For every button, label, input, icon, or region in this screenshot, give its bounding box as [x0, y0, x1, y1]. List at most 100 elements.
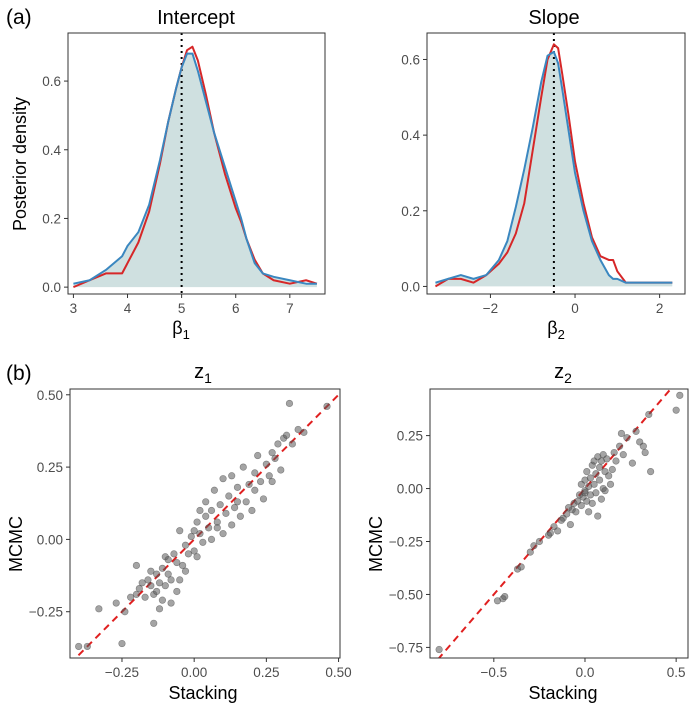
z1-frame	[69, 388, 341, 659]
z2-ytick-label-2: −0.25	[389, 535, 423, 550]
intercept-xtick-label-3: 6	[232, 301, 240, 316]
z1-point-33	[181, 541, 190, 549]
z1-point-24	[164, 570, 172, 578]
slope-xlabel-base: β	[547, 318, 557, 338]
z1-point-25	[167, 576, 175, 584]
z1-point-17	[155, 579, 164, 587]
z1-point-60	[239, 463, 247, 471]
z1-point-54	[225, 492, 233, 500]
z1-point-11	[144, 576, 152, 584]
intercept-density-panel: Intercept Posterior density β1 3 4 5 6 7 0.0 0…	[10, 7, 326, 342]
z1-point-64	[251, 469, 259, 477]
intercept-ytick-label-0: 0.0	[42, 280, 61, 295]
z2-ytick-label-1: −0.50	[389, 587, 423, 602]
z1-point-56	[228, 472, 236, 480]
z1-point-74	[277, 466, 285, 474]
intercept-xtick-label-1: 4	[124, 301, 132, 316]
z1-point-31	[179, 561, 187, 570]
z1-point-26	[167, 599, 175, 607]
z1-point-0	[75, 642, 83, 651]
z1-point-1	[83, 642, 91, 651]
z2-point-53	[616, 442, 624, 450]
z2-point-41	[597, 495, 605, 503]
z1-point-46	[207, 535, 216, 544]
z1-point-3	[112, 599, 120, 607]
z1-ytick-label-2: 0.25	[37, 460, 63, 475]
z2-ytick-label-3: 0.00	[397, 482, 423, 497]
z1-point-68	[259, 495, 268, 503]
intercept-xtick-label-0: 3	[70, 301, 78, 316]
z1-point-9	[138, 579, 146, 587]
slope-title: Slope	[528, 7, 579, 29]
z1-point-6	[127, 593, 135, 601]
z2-xtick-label-2: 0.5	[667, 665, 686, 680]
slope-ytick-label-2: 0.4	[401, 128, 420, 143]
z2-ytick-label-4: 0.25	[397, 429, 423, 444]
z1-point-79	[294, 425, 302, 434]
z2-point-57	[628, 459, 636, 467]
z2-point-40	[595, 463, 604, 471]
z2-point-58	[632, 427, 640, 435]
z1-point-41	[196, 506, 204, 515]
z1-point-39	[193, 518, 201, 526]
slope-ytick-label-3: 0.6	[401, 52, 420, 67]
slope-xlabel: β2	[547, 318, 565, 342]
z1-point-27	[170, 550, 178, 558]
z1-point-18	[155, 605, 164, 613]
z1-point-15	[153, 570, 161, 578]
z1-point-21	[161, 582, 169, 590]
intercept-xlabel: β1	[172, 318, 190, 342]
z1-point-44	[202, 498, 210, 506]
z2-point-63	[647, 468, 655, 476]
z1-point-13	[147, 567, 155, 575]
z2-title: z2	[554, 361, 572, 386]
z1-point-4	[118, 639, 126, 648]
z2-point-26	[583, 468, 591, 476]
z1-point-29	[173, 587, 181, 596]
z1-point-69	[262, 460, 270, 468]
z2-point-6	[526, 548, 534, 556]
z1-point-58	[233, 483, 242, 491]
z1-point-45	[205, 524, 213, 532]
z2-point-64	[672, 406, 680, 414]
z2-point-32	[588, 499, 596, 507]
z1-point-50	[216, 501, 224, 509]
z1-point-23	[164, 556, 172, 564]
z1-point-87	[150, 619, 158, 627]
z2-point-29	[586, 474, 595, 482]
panel-label-a: (a)	[6, 6, 32, 29]
z2-point-14	[566, 520, 574, 529]
slope-xtick-label-0: −2	[483, 301, 498, 316]
z2-point-54	[617, 429, 626, 438]
z2-point-67	[557, 516, 565, 524]
z2-point-65	[676, 391, 684, 399]
z1-title-sub: 1	[204, 370, 212, 386]
z1-point-47	[207, 506, 216, 515]
z1-point-81	[323, 402, 331, 410]
z2-point-7	[535, 537, 543, 546]
z1-point-67	[256, 477, 265, 486]
z1-point-34	[184, 550, 192, 558]
z1-point-63	[248, 506, 256, 515]
z2-point-0	[435, 645, 443, 654]
slope-ytick-label-1: 0.2	[401, 204, 420, 219]
z2-point-68	[564, 504, 573, 512]
z1-point-86	[268, 477, 276, 486]
z2-point-13	[563, 510, 571, 518]
z1-point-48	[210, 486, 218, 494]
z1-point-43	[202, 512, 210, 520]
z1-xtick-label-0: −0.25	[105, 665, 139, 680]
z1-point-76	[282, 431, 291, 439]
z1-point-66	[254, 451, 262, 460]
z1-xtick-label-3: 0.50	[325, 665, 351, 680]
slope-xtick-label-1: 0	[571, 301, 579, 316]
intercept-plot-area	[73, 33, 318, 294]
intercept-ytick-label-2: 0.4	[42, 143, 61, 158]
z1-point-73	[274, 440, 282, 448]
z2-point-38	[594, 512, 602, 520]
z2-point-39	[595, 476, 604, 484]
z1-point-10	[141, 593, 149, 601]
slope-ytick-label-0: 0.0	[401, 279, 420, 294]
z1-scatter-panel: z1 MCMC Stacking −0.25 0.00 0.25 0.50 −0.25 0…	[6, 361, 352, 703]
z1-point-51	[219, 530, 227, 538]
